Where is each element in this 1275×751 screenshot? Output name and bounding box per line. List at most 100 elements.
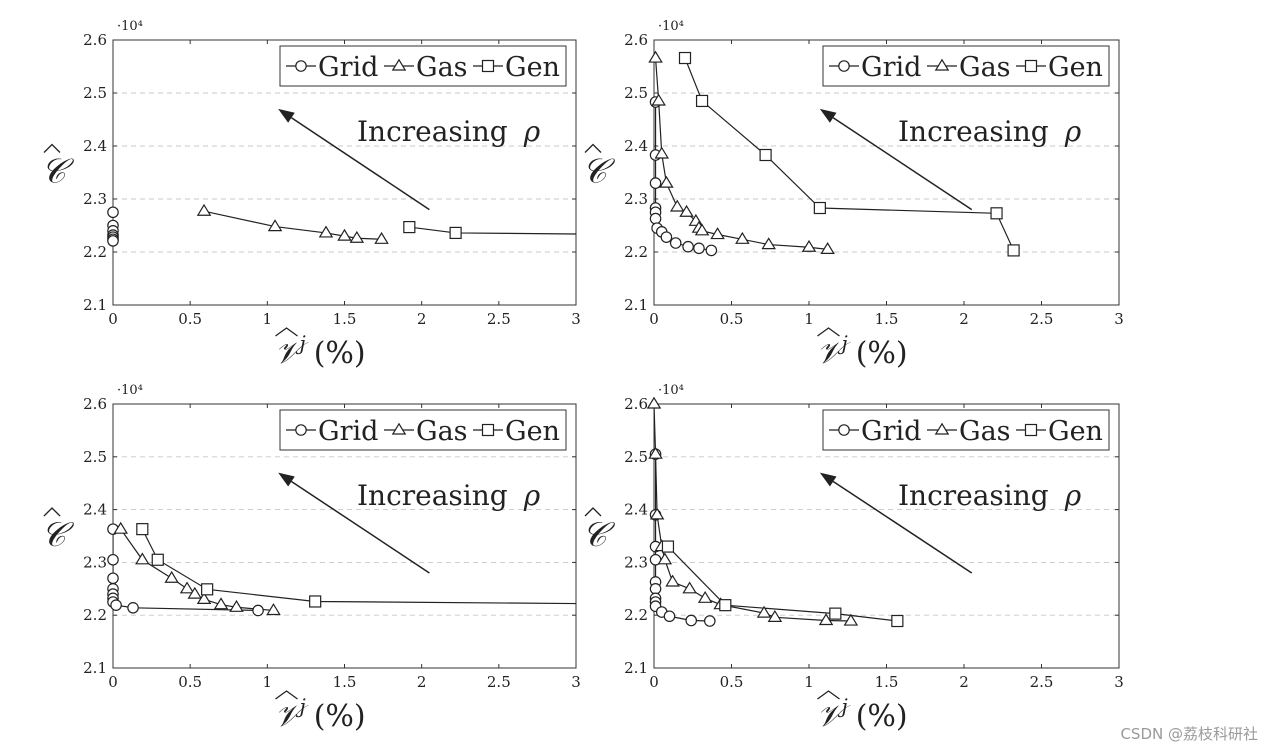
data-point-gen	[695, 94, 709, 108]
legend-marker	[838, 424, 850, 436]
x-axis-text: 𝒱j (%)	[275, 331, 366, 371]
data-point-gen	[151, 553, 164, 566]
data-point-gas	[669, 199, 685, 212]
hat-accent	[584, 507, 602, 517]
marker-layer	[107, 203, 462, 247]
legend-marker	[391, 58, 407, 71]
y-axis-symbol: 𝒞	[41, 152, 75, 192]
marker-layer	[107, 521, 322, 617]
data-point-gas	[337, 228, 352, 241]
hat-accent	[584, 143, 602, 153]
marker-layer	[648, 50, 1020, 257]
legend-box	[822, 409, 1110, 451]
annotation-text: Increasing ρ	[357, 479, 541, 512]
legend-grid: Grid	[829, 52, 921, 83]
hat-accent	[275, 327, 298, 337]
data-point-gas	[179, 581, 195, 594]
data-point-gas	[267, 219, 283, 232]
arrow-head	[278, 108, 295, 123]
legend-label: Gas	[416, 52, 468, 83]
data-point-grid	[705, 244, 718, 257]
x-axis-superscript: j	[296, 694, 306, 718]
series-line-gen	[684, 57, 1015, 251]
data-point-gas	[187, 586, 203, 599]
data-point-gas	[657, 552, 673, 565]
y-tick-label: 2.6	[624, 395, 648, 413]
x-axis-label: 𝒱j (%)	[275, 690, 366, 734]
legend-marker	[1024, 59, 1038, 73]
legend-grid: Grid	[829, 416, 921, 447]
marker-layer	[646, 396, 904, 628]
y-tick-label: 2.1	[83, 659, 107, 677]
y-tick-label: 2.4	[83, 501, 107, 519]
legend-gen: Gen	[1016, 416, 1103, 447]
y-axis-label: 𝒞	[41, 143, 75, 192]
data-point-gen	[891, 614, 904, 628]
y-tick-label: 2.6	[624, 31, 648, 49]
legend-gas: Gas	[384, 416, 468, 447]
y-tick-label: 2.3	[624, 190, 648, 208]
y-axis-symbol: 𝒞	[582, 515, 616, 555]
legend: Grid Gas Gen	[279, 45, 567, 87]
arrow-head	[819, 108, 837, 123]
x-tick-label: 2.5	[487, 310, 511, 328]
legend-label: Gas	[416, 416, 468, 447]
y-tick-label: 2.1	[624, 296, 648, 314]
data-point-gas	[229, 599, 244, 612]
legend-label: Gen	[505, 52, 560, 83]
y-tick-label: 2.4	[83, 137, 107, 155]
data-point-grid	[107, 235, 119, 247]
data-point-gas	[651, 93, 666, 106]
legend-label: Gen	[1048, 416, 1103, 447]
data-point-grid	[107, 206, 119, 219]
data-point-grid	[703, 615, 716, 627]
legend-label: Gas	[959, 52, 1011, 83]
data-point-gen	[759, 148, 772, 162]
data-point-gas	[818, 613, 834, 626]
x-tick-label: 2	[417, 310, 427, 328]
data-point-gas	[349, 230, 365, 243]
annotation-label: Increasing	[898, 479, 1049, 512]
x-tick-label: 0.5	[178, 673, 202, 691]
series-line-gen	[409, 226, 576, 235]
data-point-gen	[661, 540, 675, 553]
x-tick-label: 1.5	[875, 310, 899, 328]
legend-gen: Gen	[1016, 52, 1103, 83]
x-tick-label: 0	[108, 310, 118, 328]
data-point-gas	[648, 446, 663, 459]
x-tick-label: 1	[263, 310, 273, 328]
y-tick-label: 2.3	[624, 553, 648, 571]
data-point-grid	[252, 604, 264, 617]
legend-marker	[481, 423, 495, 437]
annotation-symbol: ρ	[1064, 115, 1082, 148]
data-layer	[654, 57, 1015, 252]
x-axis-superscript: j	[838, 694, 848, 718]
y-tick-label: 2.5	[83, 448, 107, 466]
y-axis-symbol: 𝒞	[582, 152, 616, 192]
legend-marker	[481, 59, 495, 73]
annotation-arrow	[291, 117, 430, 211]
x-tick-label: 1	[263, 673, 273, 691]
legend-marker	[838, 60, 850, 72]
data-point-gas	[646, 396, 662, 409]
y-axis-label: 𝒞	[582, 143, 616, 192]
legend-marker	[1024, 423, 1038, 437]
data-point-gas	[213, 597, 229, 610]
x-axis-label: 𝒱j (%)	[817, 327, 908, 371]
y-tick-label: 2.4	[624, 137, 648, 155]
data-point-gas	[801, 239, 817, 252]
data-point-gas	[756, 605, 772, 618]
data-layer	[113, 528, 576, 612]
data-point-gas	[697, 590, 713, 603]
data-point-grid	[127, 602, 139, 614]
legend-gas: Gas	[384, 52, 468, 83]
x-tick-label: 0.5	[720, 673, 744, 691]
data-point-gen	[990, 207, 1003, 220]
data-point-grid	[693, 242, 705, 255]
annotation-label: Increasing	[357, 115, 508, 148]
x-axis-unit: (%)	[314, 336, 366, 371]
data-point-gas	[649, 507, 665, 520]
